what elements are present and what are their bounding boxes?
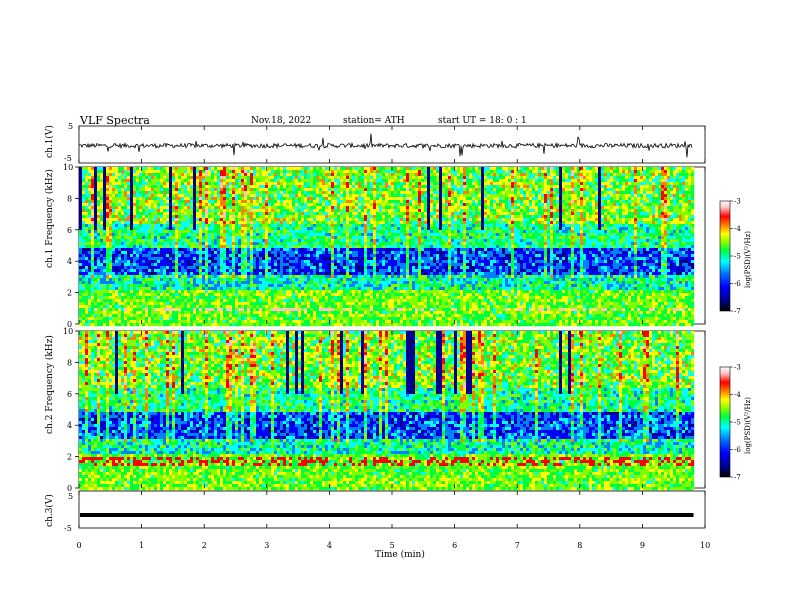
time-tick: 1 [139, 541, 144, 550]
time-axis-label: Time (min) [375, 549, 425, 560]
station-label: station= ATH [343, 116, 405, 126]
colorbar-tick: -5 [734, 419, 741, 427]
ch2-spectrogram-image [79, 331, 695, 491]
spec1-ytick: 2 [67, 289, 72, 298]
time-tick: 4 [327, 541, 332, 550]
colorbar-tick: -5 [734, 253, 741, 261]
colorbar-tick: -6 [734, 446, 741, 454]
ch1-spectrogram-ylabel: ch.1 Frequency (kHz) [44, 169, 55, 268]
spec1-ytick: 4 [67, 257, 72, 266]
colorbar-tick: -3 [734, 198, 741, 206]
ch3-waveform-panel: 5 -5 ch.3(V) [44, 490, 706, 533]
spec1-ytick: 8 [67, 194, 72, 203]
ch1-ytick-5: 5 [68, 122, 73, 131]
ch2-colorbar: -3 -4 -5 -6 -7 log(PSD)(V²/Hz) [719, 364, 752, 482]
figure-title: VLF Spectra [79, 114, 150, 127]
ch1-spectrogram-panel: 0 2 4 6 8 10 ch.1 Frequency (kHz) [44, 163, 706, 329]
spec1-ytick: 0 [67, 320, 72, 329]
spec1-ytick: 6 [67, 226, 72, 235]
time-tick: 3 [264, 541, 269, 550]
ch1-waveform-line [78, 133, 693, 158]
ch3-waveform-line [80, 513, 694, 517]
ch2-spectrogram-ylabel: ch.2 Frequency (kHz) [44, 335, 55, 434]
ch2-colorbar-label: log(PSD)(V²/Hz) [744, 397, 752, 454]
ch1-ytick-neg5: -5 [64, 154, 72, 163]
ch3-ytick-neg5: -5 [64, 524, 72, 533]
time-tick: 2 [202, 541, 207, 550]
ch3-ytick-5: 5 [68, 492, 73, 501]
ch1-waveform-ylabel: ch.1(V) [44, 125, 55, 158]
spec2-ytick: 2 [67, 453, 72, 462]
time-tick: 6 [452, 541, 457, 550]
start-time-label: start UT = 18: 0 : 1 [438, 116, 527, 126]
spec2-ytick: 0 [67, 484, 72, 493]
time-tick: 7 [515, 541, 520, 550]
time-tick: 8 [577, 541, 582, 550]
ch3-waveform-ylabel: ch.3(V) [44, 494, 55, 527]
time-tick: 10 [700, 541, 710, 550]
time-tick: 9 [640, 541, 645, 550]
time-tick: 5 [390, 541, 395, 550]
spec2-ytick: 4 [67, 421, 72, 430]
date-label: Nov.18, 2022 [251, 116, 311, 126]
ch1-colorbar: -3 -4 -5 -6 -7 log(PSD)(V²/Hz) [719, 198, 752, 316]
spec2-ytick: 10 [63, 327, 73, 336]
spec2-ytick: 6 [67, 390, 72, 399]
colorbar-tick: -7 [734, 474, 741, 482]
spec1-ytick: 10 [63, 163, 73, 172]
colorbar-tick: -6 [734, 280, 741, 288]
time-axis: 0 1 2 3 4 5 6 7 8 9 10 [77, 126, 710, 550]
colorbar-tick: -4 [734, 225, 741, 233]
ch1-spectrogram-image [79, 167, 695, 327]
ch2-spectrogram-panel: 0 2 4 6 8 10 ch.2 Frequency (kHz) [44, 327, 706, 493]
colorbar-tick: -4 [734, 391, 741, 399]
colorbar-tick: -3 [734, 364, 741, 372]
time-tick: 0 [77, 541, 82, 550]
spec2-ytick: 8 [67, 358, 72, 367]
ch1-colorbar-label: log(PSD)(V²/Hz) [744, 231, 752, 288]
ch1-waveform-panel: 5 -5 ch.1(V) [44, 122, 706, 164]
colorbar-tick: -7 [734, 308, 741, 316]
